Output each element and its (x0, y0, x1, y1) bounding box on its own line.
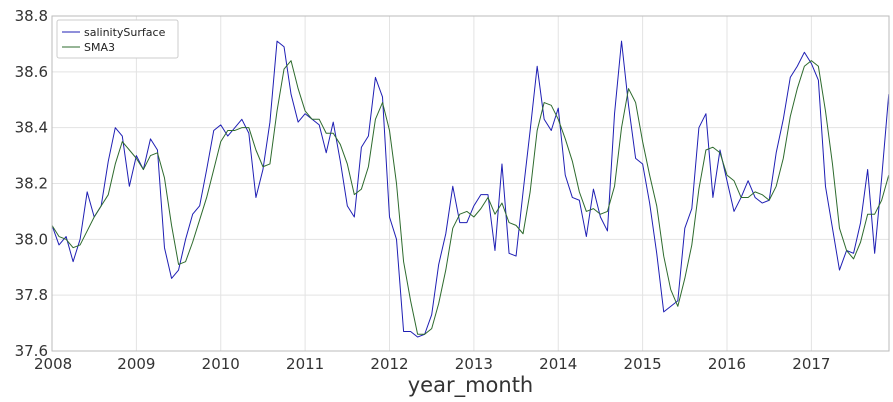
plot-frame (51, 15, 890, 352)
y-tick-label: 38.6 (15, 63, 48, 81)
x-tick-label: 2012 (370, 355, 408, 373)
x-tick-label: 2013 (455, 355, 493, 373)
y-tick-label: 37.6 (15, 342, 48, 360)
series-lines (51, 40, 890, 338)
x-tick-label: 2017 (792, 355, 830, 373)
y-tick-label: 38.4 (15, 119, 48, 137)
x-tick-label: 2016 (708, 355, 746, 373)
y-tick-label: 38.0 (15, 230, 48, 248)
y-tick-label: 38.8 (15, 7, 48, 25)
y-tick-label: 37.8 (15, 286, 48, 304)
x-tick-label: 2008 (34, 355, 72, 373)
series-line-salinitysurface (51, 40, 890, 338)
grid (51, 15, 889, 352)
x-tick-label: 2014 (539, 355, 577, 373)
x-tick-label: 2010 (202, 355, 240, 373)
y-tick-label: 38.2 (15, 175, 48, 193)
series-line-sma3 (51, 60, 890, 335)
x-tick-label: 2009 (117, 355, 155, 373)
x-tick-label: 2011 (286, 355, 324, 373)
legend-label-sma3: SMA3 (84, 41, 115, 54)
y-axis: 37.6 37.8 38.0 38.2 38.4 38.6 38.8 (15, 7, 48, 360)
legend-label-salinity-surface: salinitySurface (84, 26, 166, 39)
x-axis-title: year_month (408, 373, 534, 398)
x-tick-label: 2015 (624, 355, 662, 373)
x-axis: 2008 2009 2010 2011 2012 2013 2014 2015 2016 2017 (34, 355, 830, 373)
legend-box (56, 19, 179, 59)
legend: salinitySurface SMA3 (56, 19, 179, 59)
